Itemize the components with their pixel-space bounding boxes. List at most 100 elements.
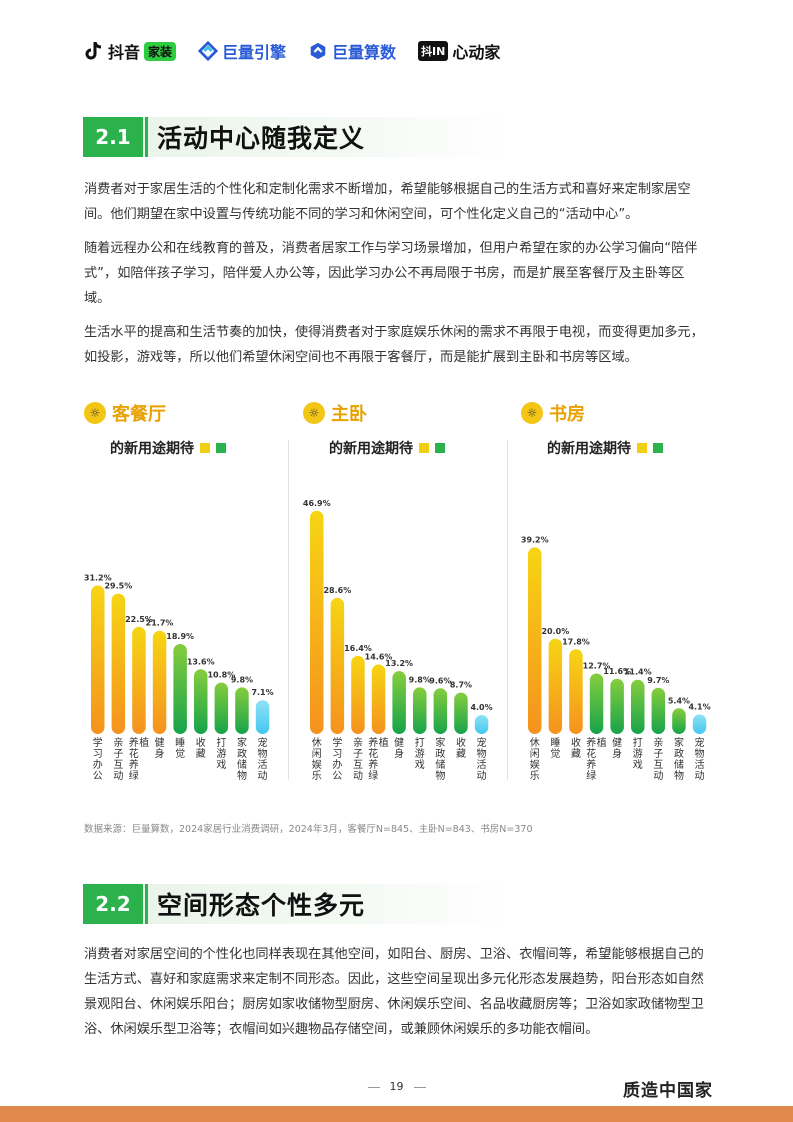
juliang-suanshu-text: 巨量算数 [332,43,397,62]
suanshu-icon [310,42,326,60]
category-label: 家政储物 [435,736,445,782]
bar-value-label: 29.5% [104,582,132,591]
bar-9 [692,714,707,734]
bar-7 [433,688,448,734]
lamp-icon: ☼ [303,402,325,424]
bar-5 [173,644,187,734]
bar-8 [454,692,468,734]
xindongjia-logo: 抖IN 心动家 [418,39,500,63]
chart-subtitle-text: 的新用途期待 [329,441,413,457]
xindongjia-text: 心动家 [452,43,501,62]
bar-chart-svg: 46.9% 休闲娱乐 28.6% 学习办公 16.4% 亲子互动 14.6% 养花养绿植 13.… [303,499,493,782]
juliang-engine-logo: 巨量引擎 [198,39,286,63]
bar-9 [255,700,270,734]
chart-subtitle: 的新用途期待 [329,438,445,458]
category-label: 亲子互动 [653,736,663,782]
bar-value-label: 8.7% [450,681,472,690]
bar-value-label: 14.6% [365,653,393,662]
category-label: 打游戏 [415,736,425,771]
category-label: 休闲娱乐 [312,737,322,782]
bar-8 [672,708,686,734]
category-label: 健身 [155,737,165,760]
bar-value-label: 13.2% [385,659,413,668]
bar-7 [214,682,229,734]
bar-value-label: 5.4% [668,696,690,705]
bar-value-label: 9.7% [647,676,669,685]
bar-value-label: 16.4% [344,644,372,653]
bar-value-label: 9.8% [409,675,431,684]
lamp-icon: ☼ [521,402,543,424]
bar-3 [569,649,583,734]
category-label: 睡觉 [175,736,185,760]
chart-header: ☼ 书房 [521,400,585,426]
paragraph-3: 生活水平的提高和生活节奏的加快，使得消费者对于家庭娱乐休闲的需求不再限于电视，而… [84,325,704,365]
bar-value-label: 4.1% [688,702,710,711]
bar-value-label: 31.2% [84,573,112,582]
legend-green-square [435,443,445,453]
bar-2 [111,593,126,734]
bar-4 [152,630,167,734]
category-label: 家政储物 [237,736,247,782]
category-label: 亲子互动 [353,736,363,782]
category-label: 健身 [612,737,622,760]
bar-value-label: 12.7% [583,662,611,671]
category-label: 打游戏 [633,736,643,771]
juliang-suanshu-logo: 巨量算数 [308,39,396,63]
chart-header: ☼ 客餐厅 [84,400,166,426]
category-label: 睡觉 [550,736,560,760]
page-line-right [413,1086,426,1088]
paragraph-1: 消费者对于家居生活的个性化和定制化需求不断增加，希望能够根据自己的生活方式和喜好… [84,182,691,222]
category-label: 收藏 [196,736,206,760]
brand-logo: 质造中国家 [623,1081,713,1101]
bar-value-label: 18.9% [166,632,194,641]
bar-4 [589,673,604,734]
section-title: 活动中心随我定义 [157,124,366,153]
category-label: 学习办公 [332,736,342,782]
chart-title: 客餐厅 [112,404,166,425]
lamp-icon: ☼ [84,402,106,424]
bar-1 [528,547,542,734]
bar-value-label: 9.8% [231,675,253,684]
bar-2 [330,597,345,734]
category-label: 打游戏 [216,736,226,771]
bar-3 [132,626,146,734]
douyin-logo-text: 抖音 [108,43,141,62]
category-label: 休闲娱乐 [530,737,540,782]
legend-green-square [653,443,663,453]
chart-master-bedroom: ☼ 主卧 的新用途期待 46.9% 休闲娱乐 28.6% 学习办公 16.4% 亲子互动 1… [303,400,521,800]
bar-value-label: 39.2% [521,535,549,544]
jiazhuang-badge: 家装 [144,41,177,61]
bar-value-label: 11.6% [603,667,631,676]
legend-green-square [216,443,226,453]
bar-8 [235,687,249,734]
bar-value-label: 20.0% [541,627,569,636]
bar-value-label: 9.6% [429,676,451,685]
bar-5 [610,678,624,734]
category-label: 宠物活动 [477,736,487,782]
chart-study: ☼ 书房 的新用途期待 39.2% 休闲娱乐 20.0% 睡觉 17.8% 收藏 12.7%… [521,400,739,800]
bar-9 [474,714,489,734]
chart-subtitle-text: 的新用途期待 [110,441,194,457]
footer-band [0,1106,793,1122]
bar-6 [413,687,427,734]
bar-2 [548,638,563,734]
bar-4 [371,664,386,734]
legend-yellow-square [419,443,429,453]
chart-subtitle-text: 的新用途期待 [547,441,631,457]
chart-subtitle: 的新用途期待 [110,438,226,458]
category-label: 收藏 [571,736,581,760]
category-label: 养花养绿植 [129,736,150,782]
bar-value-label: 7.1% [251,688,273,697]
section-header-2-1: 2.1 活动中心随我定义 [83,117,513,157]
douyin-logo: 抖音 家装 [84,39,177,63]
juliang-engine-text: 巨量引擎 [222,43,287,62]
douin-box: 抖IN [418,41,449,61]
bar-3 [351,655,365,734]
category-label: 亲子互动 [113,736,123,782]
legend-yellow-square [637,443,647,453]
chart-subtitle: 的新用途期待 [547,438,663,458]
paragraph-4: 消费者对家居空间的个性化也同样表现在其他空间，如阳台、厨房、卫浴、衣帽间等，希望… [84,947,704,1037]
category-label: 养花养绿植 [368,736,389,782]
section-number: 2.2 [83,884,148,924]
bar-value-label: 4.0% [470,703,492,712]
